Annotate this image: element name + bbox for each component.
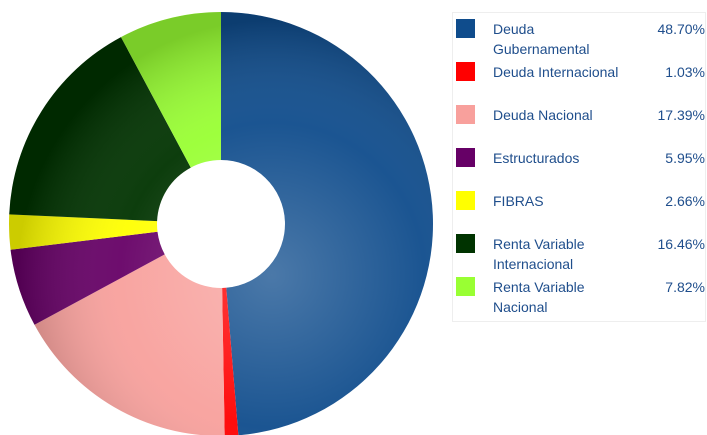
- legend-label: FIBRAS: [493, 193, 544, 209]
- legend-label: Renta Variable Internacional: [493, 236, 585, 272]
- legend-label: Estructurados: [493, 150, 580, 166]
- legend-item: Renta Variable Internacional 16.46%: [453, 228, 707, 272]
- legend-value: 48.70%: [657, 21, 705, 37]
- legend-swatch: [456, 277, 475, 296]
- legend-item: Deuda Internacional 1.03%: [453, 56, 707, 96]
- legend-swatch: [456, 19, 475, 38]
- chart: [8, 12, 433, 435]
- legend-label: Renta Variable Nacional: [493, 279, 585, 315]
- legend: Deuda Gubernamental 48.70% Deuda Internaci…: [452, 12, 706, 322]
- legend-swatch: [456, 62, 475, 81]
- legend-item: Renta Variable Nacional 7.82%: [453, 271, 707, 315]
- legend-value: 1.03%: [665, 64, 705, 80]
- legend-label: Deuda Internacional: [493, 64, 619, 80]
- legend-value: 2.66%: [665, 193, 705, 209]
- legend-swatch: [456, 191, 475, 210]
- legend-value: 16.46%: [657, 236, 705, 252]
- legend-swatch: [456, 234, 475, 253]
- legend-item: Deuda Gubernamental 48.70%: [453, 13, 707, 57]
- legend-value: 7.82%: [665, 279, 705, 295]
- legend-swatch: [456, 148, 475, 167]
- legend-value: 17.39%: [657, 107, 705, 123]
- legend-item: Deuda Nacional 17.39%: [453, 99, 707, 139]
- legend-swatch: [456, 105, 475, 124]
- shading: [9, 12, 433, 435]
- legend-item: FIBRAS 2.66%: [453, 185, 707, 225]
- legend-label: Deuda Nacional: [493, 107, 593, 123]
- legend-value: 5.95%: [665, 150, 705, 166]
- legend-label: Deuda Gubernamental: [493, 21, 590, 57]
- donut: [8, 12, 433, 435]
- legend-item: Estructurados 5.95%: [453, 142, 707, 182]
